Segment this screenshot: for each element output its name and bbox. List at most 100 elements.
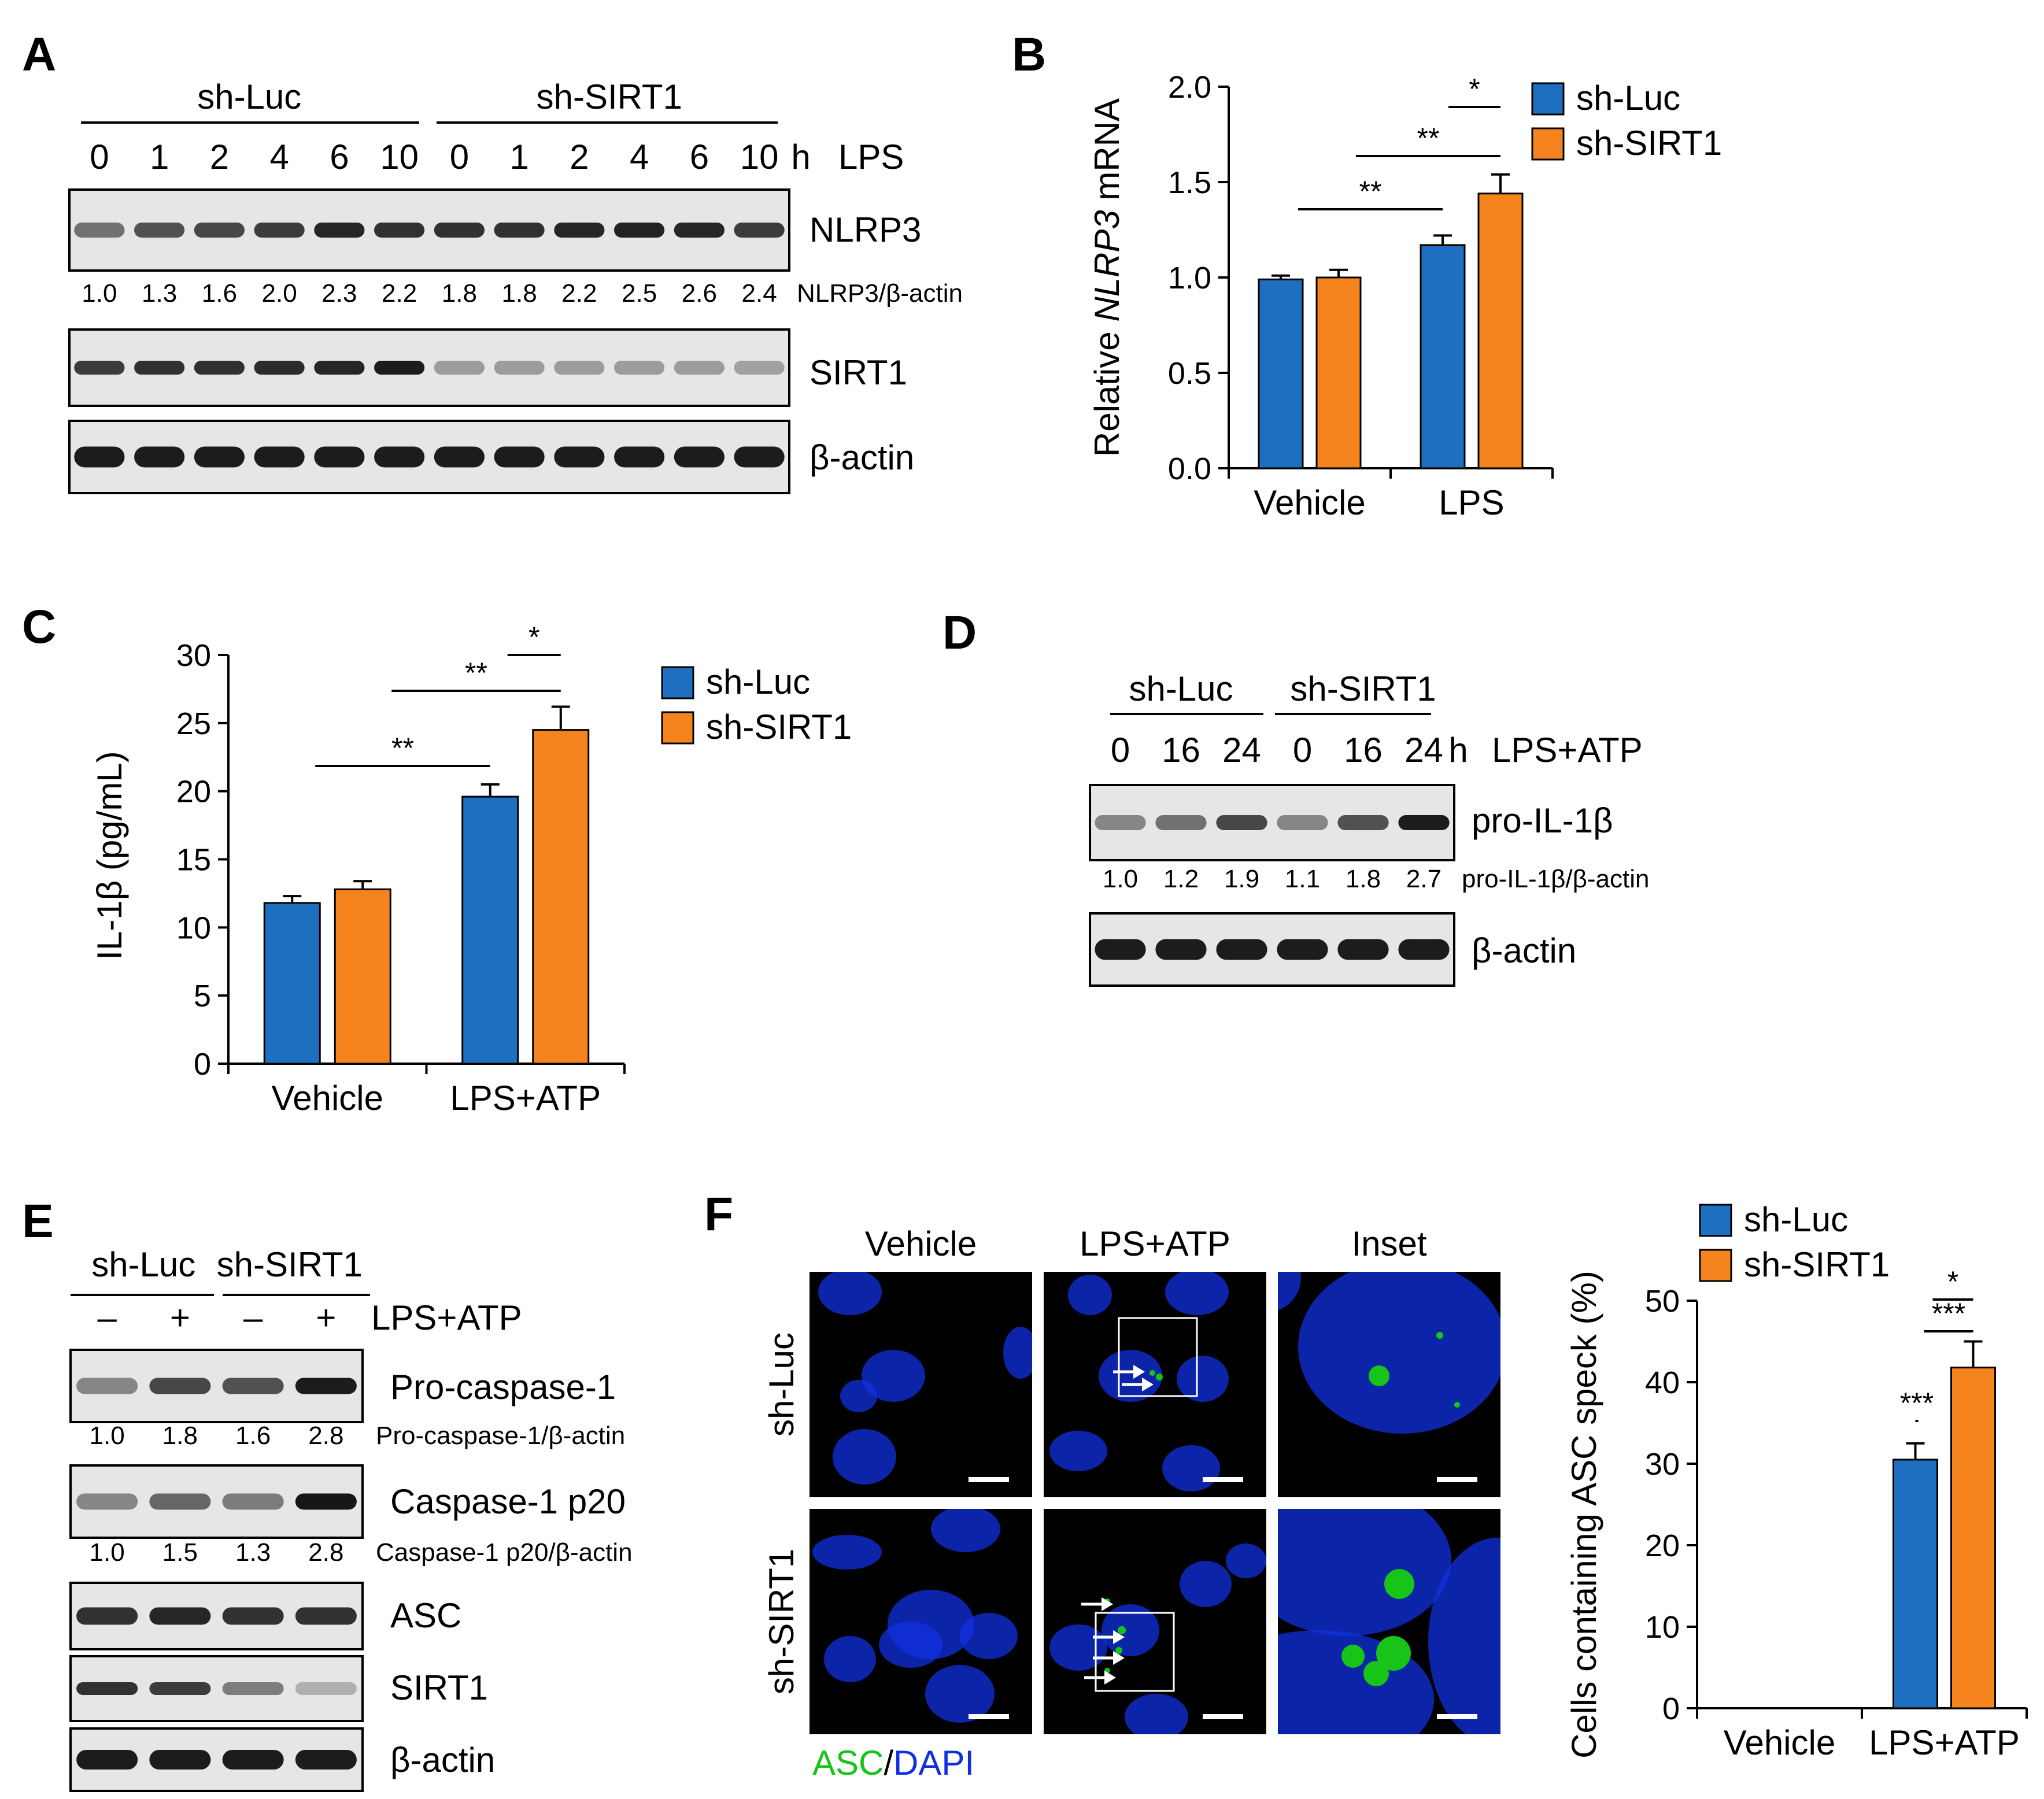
panel-F: F Vehicle LPS+ATP Inset sh-Luc sh-SIRT1 ASC/DA… — [704, 1188, 1603, 1782]
blot-beta-actin-band — [74, 446, 125, 468]
nucleus — [1278, 1509, 1451, 1636]
blot-beta-actin-band — [254, 446, 305, 468]
blot-pro-caspase-1-band — [149, 1378, 211, 1394]
y-axis-label: IL-1β (pg/mL) — [90, 751, 129, 960]
stain-dapi: DAPI — [893, 1744, 974, 1782]
blot-SIRT1-band — [374, 361, 425, 375]
significance-label: ** — [465, 657, 487, 689]
asc-speck — [1376, 1636, 1411, 1671]
nucleus — [1102, 1604, 1159, 1656]
ratio-value: 2.6 — [682, 279, 717, 308]
ratio-value: 2.4 — [742, 279, 777, 308]
blot-SIRT1-band — [254, 361, 305, 375]
ratio-value: 1.0 — [82, 279, 117, 308]
bar-sh-Luc-Vehicle — [1258, 278, 1304, 469]
ratio-value: 1.6 — [235, 1422, 271, 1450]
blot-pro-IL-1beta-band — [1095, 815, 1146, 830]
y-tick-label: 10 — [176, 910, 211, 945]
blot-NLRP3-band — [734, 223, 785, 238]
x-category-label: LPS+ATP — [450, 1079, 601, 1117]
blot-beta-actin-band — [76, 1750, 138, 1770]
group-label: sh-SIRT1 — [1290, 669, 1436, 708]
blot-ASC — [69, 1582, 364, 1650]
x-category-label: LPS — [1439, 483, 1504, 522]
ratio-value: 2.7 — [1406, 865, 1441, 893]
blot-SIRT1-band — [314, 361, 365, 375]
blot-beta-actin — [68, 420, 790, 494]
x-category-label: Vehicle — [1724, 1723, 1835, 1762]
legend-label: sh-Luc — [1744, 1200, 1848, 1239]
blot-NLRP3-band — [374, 223, 425, 238]
panel-letter: C — [22, 601, 56, 653]
time-label: 6 — [330, 138, 349, 176]
time-label: 10 — [380, 138, 419, 176]
ratio-value: 1.3 — [235, 1538, 271, 1567]
panel-A: Ash-Luc sh-SIRT1 0 1 2 4 6 10 0 1 2 4 6 10 h LPS NLRP3 1.… — [22, 28, 963, 494]
y-tick-label: 30 — [1645, 1447, 1680, 1482]
blot-pro-IL-1beta-band — [1155, 815, 1207, 830]
legend-swatch-sh-Luc — [661, 666, 694, 699]
bar-sh-SIRT1-LPS+ATP — [1950, 1367, 1996, 1709]
panel-B: B Relative NLRP3 mRNA — [1012, 28, 1126, 457]
arrow-icon-head — [1133, 1365, 1145, 1379]
time-label: 1 — [509, 138, 528, 176]
panel-letter: A — [22, 28, 56, 81]
blot-SIRT1-band — [295, 1682, 357, 1695]
scale-bar — [1203, 1714, 1243, 1719]
blot-NLRP3-band — [74, 223, 125, 238]
y-tick-label: 1.5 — [1168, 165, 1211, 200]
blot-SIRT1-band — [614, 361, 665, 375]
y-tick-label: 10 — [1645, 1610, 1680, 1645]
legend-label: sh-Luc — [706, 662, 810, 701]
y-tick-label: 0.5 — [1168, 356, 1211, 391]
bar-sh-Luc-Vehicle — [263, 902, 321, 1065]
blot-beta-actin-band — [314, 446, 365, 468]
blot-caspase-1-p20 — [69, 1464, 364, 1539]
y-tick-label: 15 — [176, 843, 211, 878]
nucleus — [1428, 1538, 1500, 1734]
blot-SIRT1-band — [76, 1682, 138, 1695]
time-label: 2 — [570, 138, 589, 176]
bar-sh-Luc-LPS+ATP — [1893, 1459, 1938, 1709]
nucleus — [1049, 1624, 1107, 1671]
nucleus — [1298, 1272, 1500, 1434]
y-tick-label: 50 — [1645, 1284, 1680, 1319]
nucleus — [824, 1636, 876, 1682]
blot-pro-caspase-1-band — [76, 1378, 138, 1394]
y-tick-label: 1.0 — [1168, 261, 1211, 295]
arrow-icon-head — [1102, 1597, 1113, 1611]
micrograph-content — [1278, 1272, 1500, 1434]
nucleus — [1162, 1445, 1220, 1491]
nucleus — [1180, 1561, 1232, 1607]
significance-label: ** — [1359, 175, 1382, 208]
asc-speck — [1149, 1370, 1155, 1376]
ratio-value: 1.9 — [1224, 865, 1259, 893]
nucleus — [1003, 1327, 1032, 1379]
blot-SIRT1 — [68, 328, 790, 407]
nucleus — [931, 1509, 1000, 1552]
blot-beta-actin-band — [734, 446, 785, 468]
micrograph-row-label: sh-SIRT1 — [762, 1549, 801, 1694]
ratio-value: 1.6 — [202, 279, 237, 308]
scale-bar — [1437, 1477, 1477, 1482]
group-label: sh-Luc — [91, 1245, 195, 1284]
inset-box — [1095, 1612, 1175, 1692]
y-axis-label-gene: NLRP3 — [1088, 210, 1126, 321]
legend-label: sh-SIRT1 — [1576, 124, 1722, 162]
nucleus — [1177, 1356, 1229, 1402]
time-label: 4 — [269, 138, 289, 176]
blot-pro-IL-1beta-membrane — [1089, 784, 1455, 861]
ratio-value: 2.2 — [382, 279, 417, 308]
asc-speck — [1363, 1661, 1389, 1686]
micrograph-row-label: sh-Luc — [762, 1332, 801, 1437]
treatment-label: LPS — [838, 138, 904, 176]
blot-beta-actin-band — [295, 1750, 357, 1770]
blot-pro-caspase-1 — [69, 1349, 364, 1423]
y-axis-label-prefix: Relative — [1088, 322, 1126, 457]
blot-NLRP3-band — [494, 223, 545, 238]
ratio-value: 1.2 — [1163, 865, 1199, 893]
y-axis-label: Cells containing ASC speck (%) — [1565, 1271, 1603, 1759]
ratio-value: 2.3 — [321, 279, 357, 308]
